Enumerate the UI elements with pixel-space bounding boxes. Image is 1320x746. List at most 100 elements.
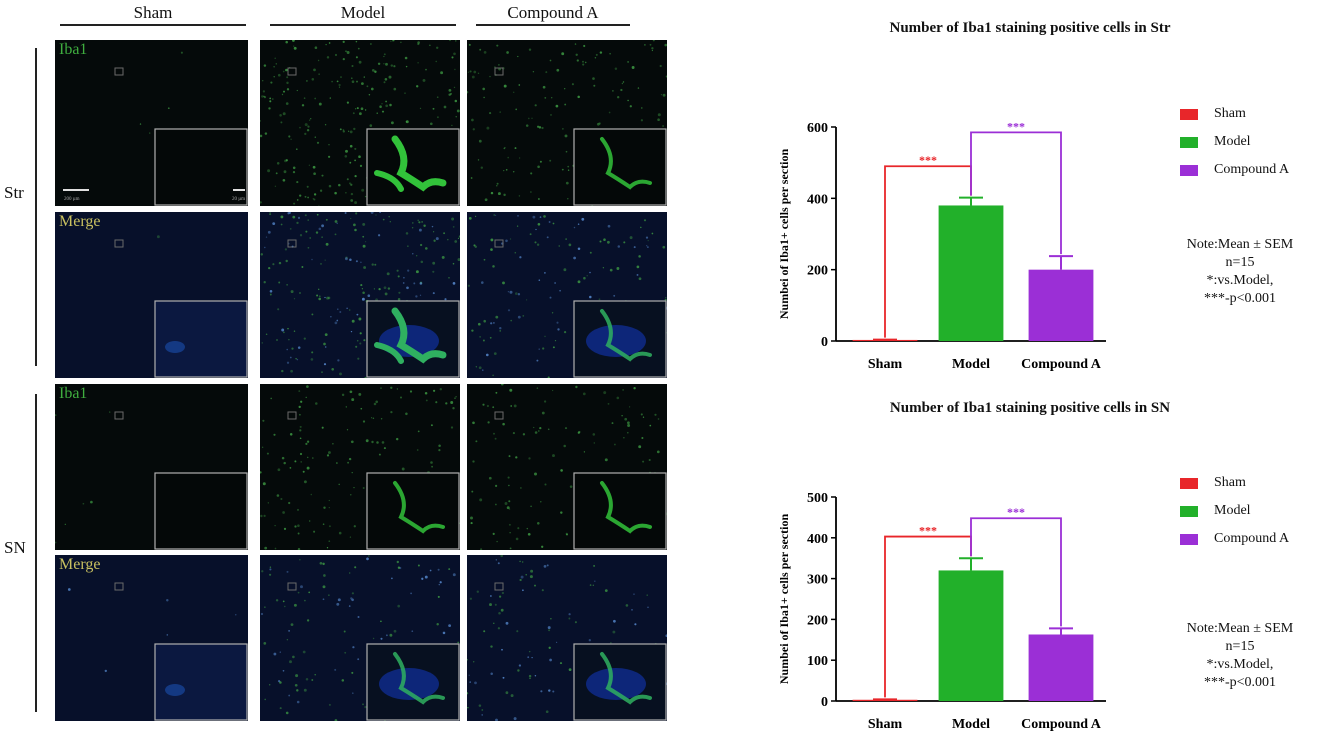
- cell-dot: [455, 116, 457, 118]
- cell-dot: [498, 64, 500, 66]
- cell-dot: [493, 214, 495, 216]
- cell-dot: [484, 198, 488, 202]
- cell-dot: [397, 275, 400, 278]
- column-rule: [60, 24, 246, 26]
- cell-dot: [497, 627, 501, 630]
- cell-dot: [358, 392, 362, 396]
- cell-dot: [286, 639, 289, 641]
- cell-dot: [393, 87, 397, 91]
- cell-dot: [651, 47, 654, 50]
- cell-dot: [359, 332, 362, 335]
- cell-dot: [400, 396, 402, 399]
- cell-dot: [489, 336, 492, 339]
- cell-dot: [277, 73, 281, 77]
- cell-dot: [494, 603, 497, 606]
- cell-dot: [309, 237, 312, 239]
- cell-dot: [339, 311, 342, 313]
- cell-dot: [476, 590, 479, 593]
- cell-dot: [534, 241, 537, 244]
- cell-dot: [336, 602, 340, 606]
- cell-dot: [365, 439, 369, 443]
- cell-dot: [546, 236, 549, 239]
- cell-dot: [451, 217, 455, 221]
- cell-dot: [565, 181, 569, 185]
- cell-dot: [382, 218, 385, 221]
- cell-dot: [355, 260, 358, 263]
- cell-dot: [633, 387, 636, 390]
- cell-dot: [346, 429, 349, 431]
- cell-dot: [235, 614, 237, 616]
- cell-dot: [354, 174, 357, 178]
- cell-dot: [389, 103, 392, 107]
- cell-dot: [508, 500, 511, 503]
- cell-dot: [307, 219, 309, 221]
- cell-dot: [432, 261, 436, 265]
- cell-dot: [555, 641, 558, 644]
- cell-dot: [296, 181, 299, 184]
- cell-dot: [467, 90, 469, 94]
- cell-dot: [286, 76, 289, 79]
- legend-label: Model: [1214, 134, 1251, 149]
- cell-dot: [627, 431, 629, 434]
- cell-dot: [311, 457, 314, 459]
- cell-dot: [651, 49, 654, 52]
- cell-dot: [349, 130, 353, 134]
- micrograph-image: [260, 40, 460, 206]
- micrograph-image: 200 µm 20 µm: [63, 51, 248, 206]
- cell-dot: [373, 288, 376, 290]
- cell-dot: [505, 621, 509, 625]
- cell-dot: [349, 161, 352, 164]
- cell-dot: [355, 40, 358, 43]
- cell-dot: [472, 460, 475, 463]
- cell-dot: [405, 65, 408, 68]
- cell-dot: [321, 426, 324, 429]
- cell-dot: [528, 457, 531, 460]
- cell-dot: [418, 228, 422, 232]
- y-tick-label: 200: [807, 264, 828, 279]
- cell-dot: [405, 120, 409, 124]
- microglia-cell: [600, 652, 652, 705]
- cell-dot: [262, 419, 265, 422]
- zoom-region-marker: [494, 411, 504, 420]
- zoom-region-marker: [287, 582, 297, 591]
- cell-dot: [593, 564, 596, 567]
- micrograph-panel: Merge: [55, 212, 248, 378]
- cell-dot: [276, 494, 280, 497]
- cell-dot: [285, 102, 289, 105]
- cell-dot: [452, 262, 455, 265]
- cell-dot: [313, 172, 316, 176]
- cell-dot: [271, 98, 274, 100]
- cell-dot: [596, 122, 600, 126]
- cell-dot: [536, 359, 539, 362]
- cell-dot: [269, 566, 272, 568]
- cell-dot: [263, 64, 267, 67]
- legend-swatch: [1180, 505, 1198, 517]
- cell-dot: [389, 633, 393, 637]
- cell-dot: [522, 433, 526, 436]
- cell-dot: [520, 487, 522, 489]
- cell-dot: [544, 483, 547, 486]
- cell-dot: [306, 619, 310, 622]
- cell-dot: [583, 276, 586, 280]
- legend-item: Compound A: [1180, 162, 1289, 178]
- cell-dot: [499, 330, 501, 332]
- cell-dot: [490, 322, 493, 325]
- cell-dot: [624, 417, 628, 421]
- cell-dot: [270, 81, 273, 84]
- cell-dot: [538, 279, 541, 281]
- cell-dot: [342, 57, 345, 61]
- cell-dot: [567, 165, 570, 168]
- cell-dot: [620, 88, 623, 92]
- cell-dot: [429, 122, 433, 126]
- cell-dot: [528, 650, 531, 653]
- cell-dot: [490, 191, 494, 195]
- cell-dot: [556, 68, 560, 72]
- cell-dot: [328, 525, 331, 528]
- cell-dot: [438, 583, 441, 586]
- cell-dot: [479, 336, 481, 338]
- cell-dot: [332, 443, 334, 445]
- cell-dot: [149, 132, 151, 134]
- cell-dot: [289, 227, 292, 230]
- cell-dot: [322, 562, 325, 566]
- cell-dot: [263, 95, 265, 98]
